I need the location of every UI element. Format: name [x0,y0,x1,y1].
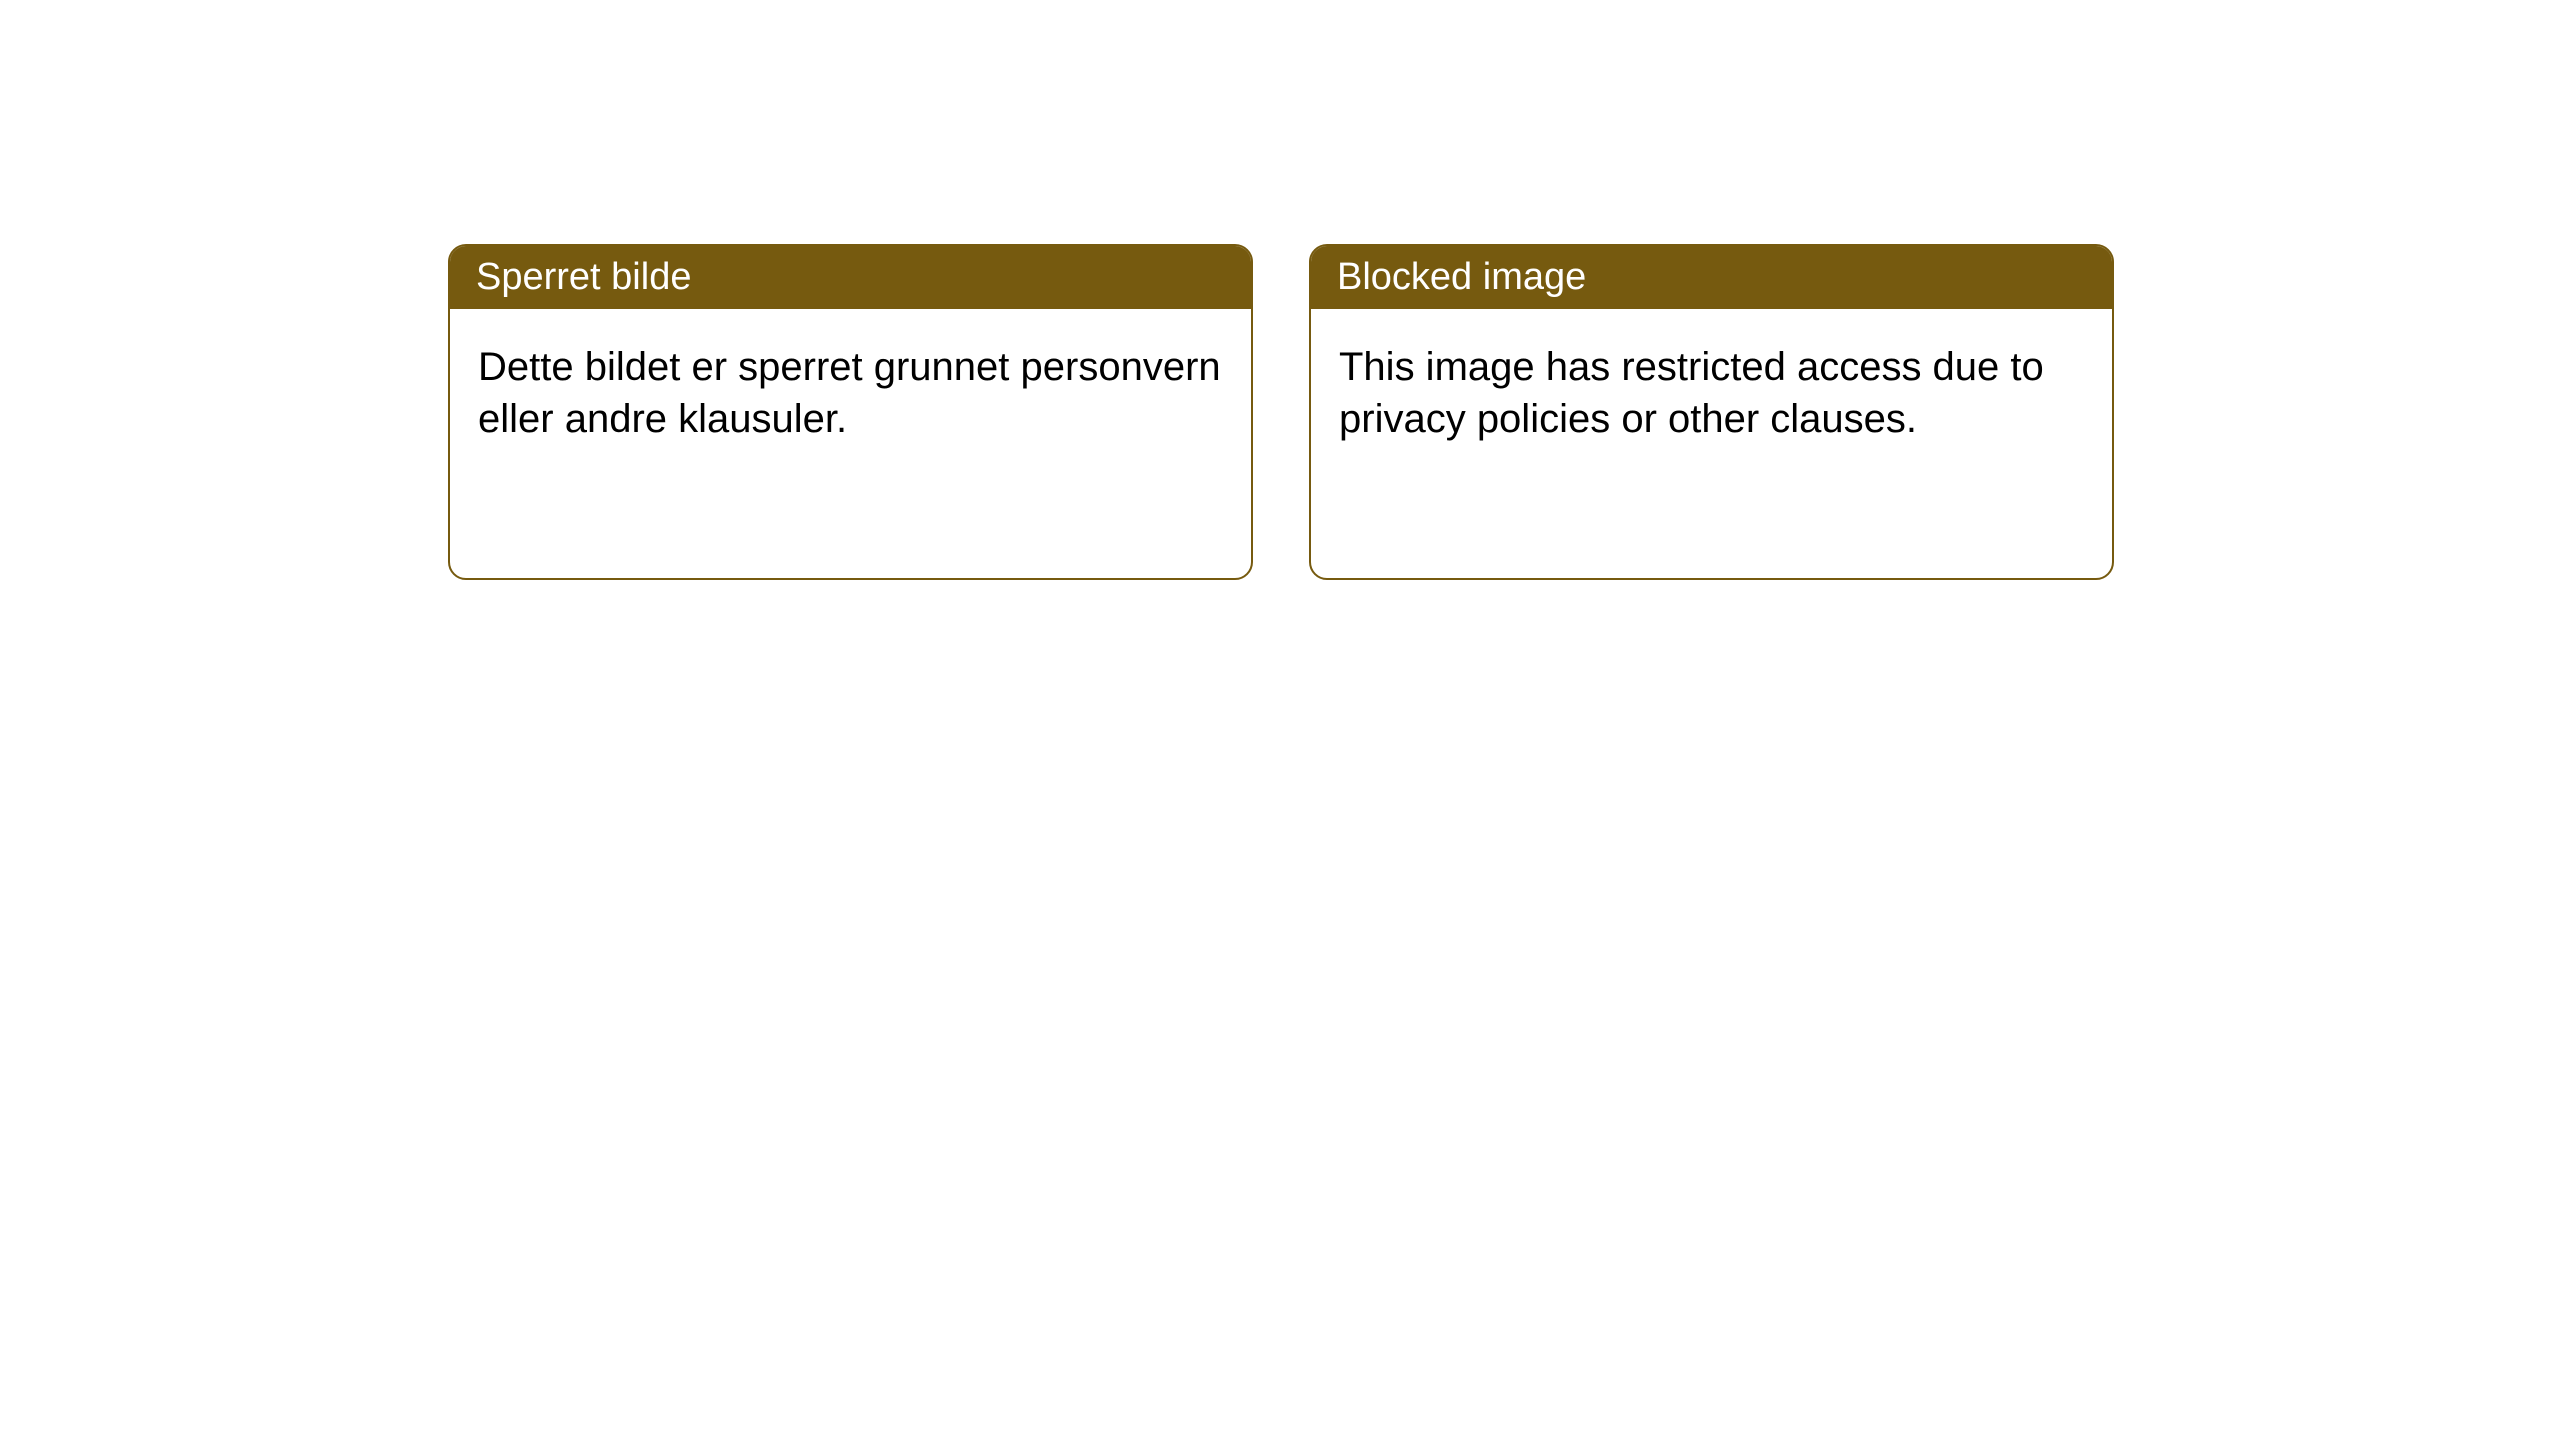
card-title: Blocked image [1337,256,1586,298]
card-body: Dette bildet er sperret grunnet personve… [450,309,1251,477]
card-message: This image has restricted access due to … [1339,345,2044,441]
card-title: Sperret bilde [476,256,691,298]
card-header: Blocked image [1311,246,2112,309]
card-header: Sperret bilde [450,246,1251,309]
notice-card-english: Blocked image This image has restricted … [1309,244,2114,580]
notice-cards-container: Sperret bilde Dette bildet er sperret gr… [0,0,2560,580]
notice-card-norwegian: Sperret bilde Dette bildet er sperret gr… [448,244,1253,580]
card-message: Dette bildet er sperret grunnet personve… [478,345,1221,441]
card-body: This image has restricted access due to … [1311,309,2112,477]
